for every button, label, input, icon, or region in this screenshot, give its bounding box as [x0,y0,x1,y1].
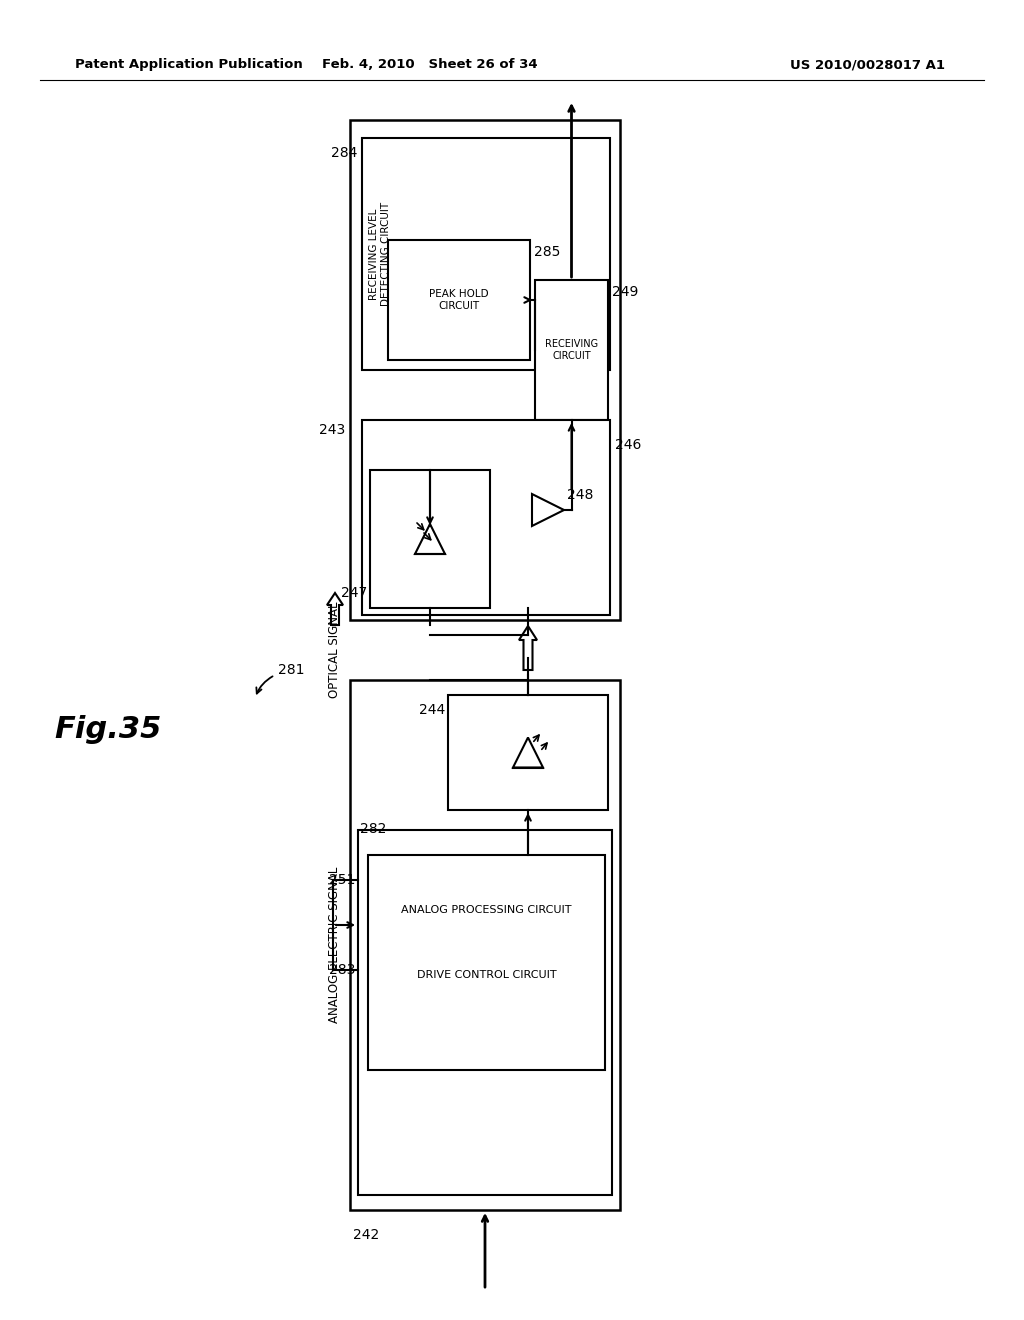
Text: DRIVE CONTROL CIRCUIT: DRIVE CONTROL CIRCUIT [417,970,556,979]
Bar [362,139,610,370]
FancyArrow shape [519,626,537,671]
Text: 244: 244 [419,704,445,717]
Bar [449,696,608,810]
FancyArrow shape [327,593,343,624]
Text: 242: 242 [353,1228,379,1242]
Bar [350,120,620,620]
Text: OPTICAL SIGNAL: OPTICAL SIGNAL [329,602,341,698]
Text: RECEIVING
CIRCUIT: RECEIVING CIRCUIT [545,339,598,360]
Text: Feb. 4, 2010   Sheet 26 of 34: Feb. 4, 2010 Sheet 26 of 34 [323,58,538,71]
Text: Fig.35: Fig.35 [54,715,162,744]
Text: 284: 284 [331,147,357,160]
Text: ANALOG ELECTRIC SIGNAL: ANALOG ELECTRIC SIGNAL [329,867,341,1023]
Bar [388,240,530,360]
Text: 249: 249 [612,285,638,300]
Text: ANALOG PROCESSING CIRCUIT: ANALOG PROCESSING CIRCUIT [401,906,571,915]
Text: US 2010/0028017 A1: US 2010/0028017 A1 [790,58,945,71]
Text: Patent Application Publication: Patent Application Publication [75,58,303,71]
Text: 243: 243 [318,422,345,437]
Text: 251: 251 [329,873,355,887]
Text: PEAK HOLD
CIRCUIT: PEAK HOLD CIRCUIT [429,289,488,310]
Bar [362,420,610,615]
Bar [535,280,608,420]
Text: 247: 247 [341,586,367,601]
Bar [370,470,490,609]
Text: 285: 285 [534,246,560,259]
Text: 248: 248 [567,488,593,502]
Text: RECEIVING LEVEL
DETECTING CIRCUIT: RECEIVING LEVEL DETECTING CIRCUIT [370,202,391,306]
Bar [358,830,612,1195]
Text: 246: 246 [615,438,641,451]
Bar [350,680,620,1210]
Text: 283: 283 [329,964,355,977]
Text: 282: 282 [360,822,386,836]
Bar [368,855,605,1071]
Text: 281: 281 [278,663,304,677]
